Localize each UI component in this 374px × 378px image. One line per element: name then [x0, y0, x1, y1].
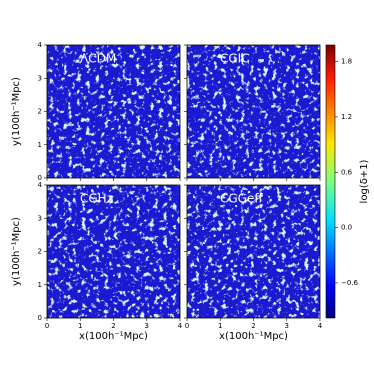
x-tick-label: 3: [285, 322, 289, 330]
y-tick-label: 1: [38, 281, 42, 289]
x-tick-label: 3: [145, 322, 149, 330]
y-tick-label: 3: [38, 214, 42, 222]
y-tick-label: 4: [38, 181, 43, 189]
colorbar-label: log(δ+1): [359, 159, 370, 203]
x-tick-label: 1: [78, 322, 82, 330]
x-tick-label: 1: [218, 322, 222, 330]
panel-title: CGGeff: [220, 192, 263, 206]
density-filaments: [187, 185, 320, 318]
y-axis-label: y(100h⁻¹Mpc): [11, 217, 22, 286]
x-tick-label: 0: [185, 322, 189, 330]
y-tick-label: 4: [38, 41, 43, 49]
y-axis-label: y(100h⁻¹Mpc): [11, 77, 22, 146]
x-tick-label: 4: [178, 322, 183, 330]
y-tick-label: 1: [38, 141, 42, 149]
colorbar: [325, 44, 336, 319]
density-filaments: [187, 45, 320, 178]
y-tick-label: 2: [38, 248, 42, 256]
colorbar-tick-label: 1.8: [341, 58, 352, 66]
x-axis-label: x(100h⁻¹Mpc): [79, 331, 148, 342]
y-tick-label: 0: [38, 174, 42, 182]
x-tick-label: 2: [111, 322, 115, 330]
panel-title: CGIC: [220, 52, 250, 66]
y-tick-label: 0: [38, 314, 42, 322]
x-tick-label: 2: [251, 322, 255, 330]
colorbar-tick-label: 1.2: [341, 113, 352, 121]
x-tick-label: 4: [318, 322, 323, 330]
y-tick-label: 2: [38, 108, 42, 116]
colorbar-tick-label: −0.6: [341, 279, 359, 287]
density-filaments: [47, 185, 180, 318]
density-filaments: [47, 45, 180, 178]
y-tick-label: 3: [38, 74, 42, 82]
x-axis-label: x(100h⁻¹Mpc): [219, 331, 288, 342]
panel-title: CGHz: [80, 192, 113, 206]
colorbar-tick-label: 0.6: [341, 168, 353, 176]
panel-title: ΛCDM: [80, 52, 116, 66]
x-tick-label: 0: [45, 322, 49, 330]
colorbar-tick-label: 0.0: [341, 224, 352, 232]
